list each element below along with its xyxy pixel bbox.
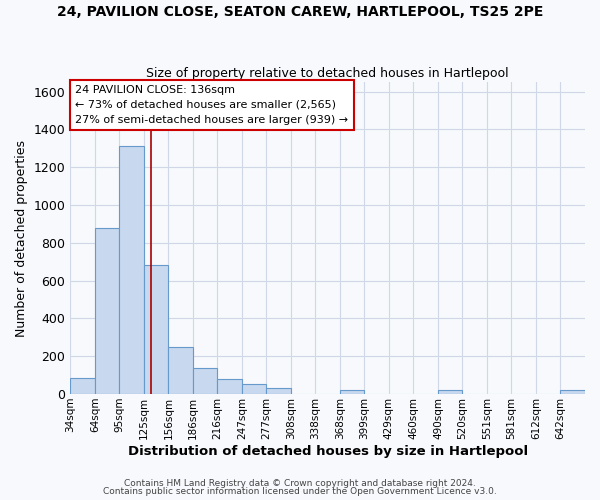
Title: Size of property relative to detached houses in Hartlepool: Size of property relative to detached ho… <box>146 66 509 80</box>
Bar <box>144 266 169 394</box>
Text: 24 PAVILION CLOSE: 136sqm
← 73% of detached houses are smaller (2,565)
27% of se: 24 PAVILION CLOSE: 136sqm ← 73% of detac… <box>76 85 349 125</box>
Bar <box>119 146 144 394</box>
Bar <box>217 379 242 394</box>
Bar <box>266 388 291 394</box>
Bar <box>438 390 463 394</box>
Bar <box>169 347 193 394</box>
Bar <box>340 390 364 394</box>
Bar <box>242 384 266 394</box>
Y-axis label: Number of detached properties: Number of detached properties <box>15 140 28 336</box>
Text: Contains HM Land Registry data © Crown copyright and database right 2024.: Contains HM Land Registry data © Crown c… <box>124 478 476 488</box>
X-axis label: Distribution of detached houses by size in Hartlepool: Distribution of detached houses by size … <box>128 444 528 458</box>
Bar <box>95 228 119 394</box>
Bar <box>193 368 217 394</box>
Text: 24, PAVILION CLOSE, SEATON CAREW, HARTLEPOOL, TS25 2PE: 24, PAVILION CLOSE, SEATON CAREW, HARTLE… <box>57 5 543 19</box>
Bar <box>70 378 95 394</box>
Bar <box>560 390 585 394</box>
Text: Contains public sector information licensed under the Open Government Licence v3: Contains public sector information licen… <box>103 487 497 496</box>
